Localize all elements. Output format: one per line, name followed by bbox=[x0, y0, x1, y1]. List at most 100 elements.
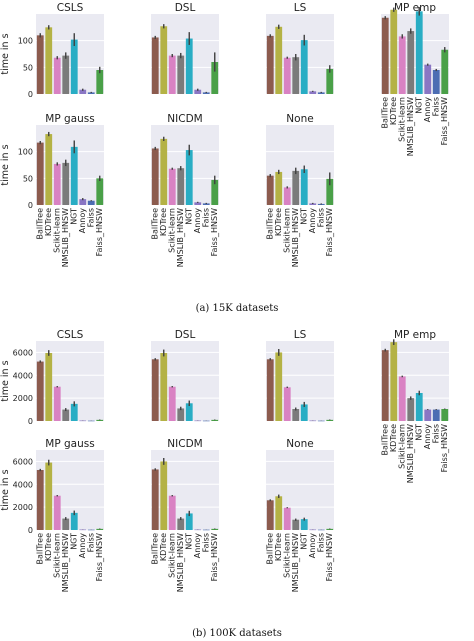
y-tick-label: 50 bbox=[23, 174, 33, 183]
y-axis-label: time in s bbox=[0, 469, 11, 510]
y-tick-label: 100 bbox=[18, 148, 33, 157]
bar-scikit-learn bbox=[53, 163, 61, 205]
subplot-title: NICDM bbox=[167, 438, 202, 450]
x-tick-label: Scikit-learn bbox=[167, 533, 176, 578]
bar-nmslib-hnsw bbox=[407, 398, 415, 421]
x-tick-label: NGT bbox=[299, 533, 308, 550]
bar-ngt bbox=[70, 512, 78, 530]
bar-nmslib-hnsw bbox=[62, 162, 70, 205]
bar-scikit-learn bbox=[53, 57, 61, 94]
x-tick-label: Faiss bbox=[201, 533, 210, 552]
x-tick-label: Annoy bbox=[193, 533, 202, 559]
x-tick-label: NGT bbox=[299, 208, 308, 225]
x-tick-label: BallTree bbox=[150, 533, 159, 565]
subplot-title: MP gauss bbox=[45, 438, 94, 450]
bar-balltree bbox=[151, 359, 159, 421]
x-tick-label: KDTree bbox=[44, 208, 53, 236]
bar-annoy bbox=[79, 420, 87, 422]
bar-scikit-learn bbox=[398, 36, 406, 94]
y-tick-label: 2000 bbox=[13, 394, 33, 403]
subplot-none-15k: None BallTree KDTree Scikit-learn NMSLIB_HNS… bbox=[265, 113, 334, 267]
bar-faiss bbox=[432, 70, 440, 94]
bar-annoy bbox=[309, 203, 317, 205]
x-tick-label: NMSLIB_HNSW bbox=[406, 424, 415, 483]
subplot-title: LS bbox=[294, 2, 307, 14]
x-tick-label: Faiss_HNSW bbox=[440, 424, 449, 472]
subplot-title: DSL bbox=[175, 2, 196, 14]
x-tick-label: Scikit-learn bbox=[52, 533, 61, 578]
x-tick-label: NMSLIB_HNSW bbox=[61, 208, 70, 267]
bar-scikit-learn bbox=[398, 376, 406, 421]
bar-kdtree bbox=[275, 171, 283, 205]
bar-scikit-learn bbox=[53, 495, 61, 530]
subplot-title: MP emp bbox=[394, 329, 436, 341]
bar-nmslib-hnsw bbox=[292, 409, 300, 421]
panel-caption-15k: (a) 15K datasets bbox=[196, 303, 279, 314]
panel-caption-100k: (b) 100K datasets bbox=[192, 628, 282, 639]
x-tick-label: Annoy bbox=[193, 208, 202, 234]
bar-annoy bbox=[424, 64, 432, 94]
bar-scikit-learn bbox=[283, 187, 291, 205]
y-tick-label: 0 bbox=[28, 417, 33, 426]
x-tick-label: NGT bbox=[184, 208, 193, 225]
bar-balltree bbox=[266, 500, 274, 530]
bar-faiss-hnsw bbox=[326, 68, 334, 94]
bar-nmslib-hnsw bbox=[407, 31, 415, 94]
y-tick-label: 50 bbox=[23, 63, 33, 72]
bar-nmslib-hnsw bbox=[177, 55, 185, 94]
subplot-title: MP gauss bbox=[45, 113, 94, 125]
bar-scikit-learn bbox=[168, 495, 176, 530]
bar-scikit-learn bbox=[283, 57, 291, 94]
bar-faiss-hnsw bbox=[326, 419, 334, 421]
x-tick-label: Scikit-learn bbox=[52, 208, 61, 253]
bar-kdtree bbox=[45, 134, 53, 205]
y-tick-label: 0 bbox=[28, 90, 33, 99]
x-tick-label: Annoy bbox=[78, 533, 87, 559]
bar-ngt bbox=[70, 403, 78, 421]
x-tick-label: NMSLIB_HNSW bbox=[61, 533, 70, 592]
y-tick-label: 2000 bbox=[13, 503, 33, 512]
bar-faiss-hnsw bbox=[211, 419, 219, 421]
bar-scikit-learn bbox=[168, 55, 176, 94]
x-tick-label: Faiss bbox=[86, 208, 95, 227]
x-tick-label: Scikit-learn bbox=[397, 97, 406, 142]
x-tick-label: Faiss bbox=[86, 533, 95, 552]
x-tick-label: Scikit-learn bbox=[397, 424, 406, 469]
y-axis-label: time in s bbox=[0, 144, 11, 185]
bar-ngt bbox=[300, 404, 308, 421]
bar-balltree bbox=[36, 142, 44, 205]
x-tick-label: KDTree bbox=[389, 424, 398, 452]
bar-balltree bbox=[151, 148, 159, 205]
bar-faiss bbox=[87, 92, 95, 94]
subplot-title: MP emp bbox=[394, 2, 436, 14]
bar-faiss bbox=[432, 409, 440, 421]
bar-faiss-hnsw bbox=[96, 419, 104, 421]
bar-balltree bbox=[266, 35, 274, 94]
bar-faiss-hnsw bbox=[96, 178, 104, 205]
bar-balltree bbox=[151, 37, 159, 94]
bar-balltree bbox=[151, 469, 159, 530]
x-tick-label: BallTree bbox=[150, 208, 159, 240]
bar-ngt bbox=[185, 403, 193, 421]
bar-balltree bbox=[381, 350, 389, 421]
bar-annoy bbox=[194, 89, 202, 94]
bar-faiss-hnsw bbox=[96, 70, 104, 94]
x-tick-label: NGT bbox=[414, 97, 423, 114]
bar-annoy bbox=[194, 529, 202, 531]
x-tick-label: Faiss bbox=[431, 97, 440, 116]
bar-kdtree bbox=[160, 353, 168, 421]
bar-ngt bbox=[185, 38, 193, 94]
x-tick-label: Faiss_HNSW bbox=[95, 533, 104, 581]
bar-faiss bbox=[202, 203, 210, 205]
subplot-none-100k: None BallTree KDTree Scikit-learn NMSLIB_HNS… bbox=[265, 438, 334, 592]
y-tick-label: 6000 bbox=[13, 348, 33, 357]
bar-scikit-learn bbox=[283, 507, 291, 530]
bar-nmslib-hnsw bbox=[292, 57, 300, 94]
bar-kdtree bbox=[160, 461, 168, 530]
y-tick-label: 0 bbox=[28, 201, 33, 210]
bar-annoy bbox=[79, 529, 87, 531]
x-tick-label: Annoy bbox=[78, 208, 87, 234]
bar-faiss-hnsw bbox=[326, 528, 334, 530]
bar-balltree bbox=[381, 17, 389, 94]
x-tick-label: BallTree bbox=[380, 424, 389, 456]
